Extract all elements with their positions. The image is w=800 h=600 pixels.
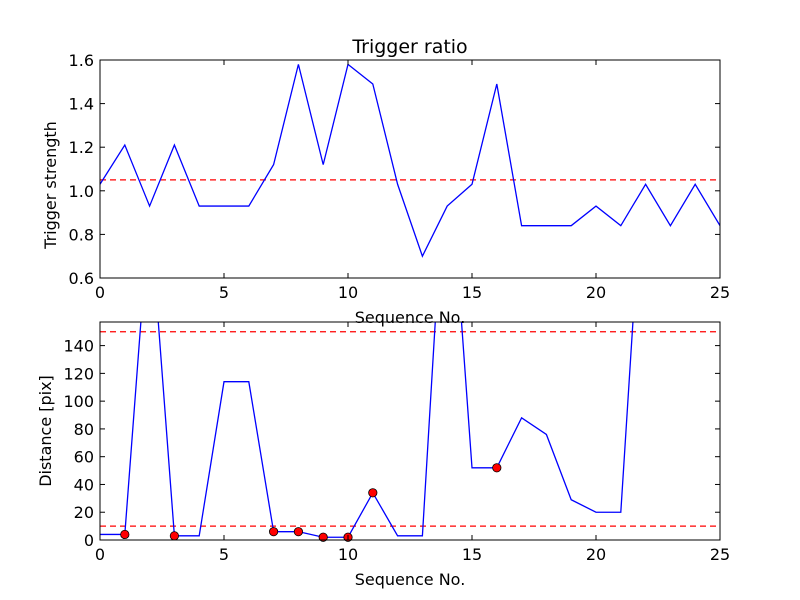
data-point	[368, 488, 378, 498]
series-line	[100, 63, 720, 258]
data-point	[120, 529, 130, 540]
plot-area	[100, 322, 720, 542]
y-tick-label: 1.2	[69, 138, 94, 157]
y-tick-label: 120	[63, 364, 94, 383]
y-tick-label: 0.6	[69, 269, 94, 288]
y-tick-label: 0	[84, 531, 94, 550]
x-tick-label: 15	[462, 545, 482, 564]
axes: 0 5 10 15 20 25 0 20 40 60 80 100 120 140	[63, 321, 730, 564]
x-tick-label: 20	[586, 283, 606, 302]
axes-frame	[99, 59, 721, 279]
data-point	[169, 531, 179, 541]
x-tick-label: 5	[219, 545, 229, 564]
y-tick-label: 1.4	[69, 95, 94, 114]
data-point	[318, 532, 328, 542]
axes-frame	[99, 321, 721, 541]
data-point	[492, 463, 502, 473]
y-tick-label: 80	[74, 420, 94, 439]
series-line	[100, 322, 634, 538]
x-tick-label: 25	[710, 283, 730, 302]
trigger-ratio-chart: Trigger ratio 0 5 10 15 20 25 0.6 0.8 1.0 1.2 1.4 1…	[41, 36, 730, 327]
plot-area	[100, 63, 720, 258]
data-point	[268, 527, 279, 537]
x-tick-label: 5	[219, 283, 229, 302]
y-tick-label: 1.6	[69, 51, 94, 70]
x-axis-label: Sequence No.	[355, 308, 466, 327]
x-tick-label: 10	[338, 283, 358, 302]
y-axis-label: Distance [pix]	[36, 375, 55, 487]
y-tick-label: 60	[74, 448, 94, 467]
y-tick-label: 40	[74, 475, 94, 494]
y-tick-label: 1.0	[69, 182, 94, 201]
x-tick-label: 25	[710, 545, 730, 564]
x-tick-label: 20	[586, 545, 606, 564]
x-tick-label: 0	[95, 545, 105, 564]
distance-chart: 0 5 10 15 20 25 0 20 40 60 80 100 120 140 Sequence No…	[36, 321, 730, 589]
data-point	[293, 527, 303, 537]
y-tick-label: 0.8	[69, 225, 94, 244]
y-axis-label: Trigger strength	[41, 121, 60, 250]
x-tick-label: 15	[462, 283, 482, 302]
y-tick-label: 140	[63, 337, 94, 356]
y-tick-label: 100	[63, 392, 94, 411]
x-axis-label: Sequence No.	[355, 570, 466, 589]
axes: 0 5 10 15 20 25 0.6 0.8 1.0 1.2 1.4 1.6	[69, 51, 731, 302]
y-tick-label: 20	[74, 503, 94, 522]
x-tick-label: 10	[338, 545, 358, 564]
chart-title: Trigger ratio	[351, 36, 467, 58]
x-tick-label: 0	[95, 283, 105, 302]
